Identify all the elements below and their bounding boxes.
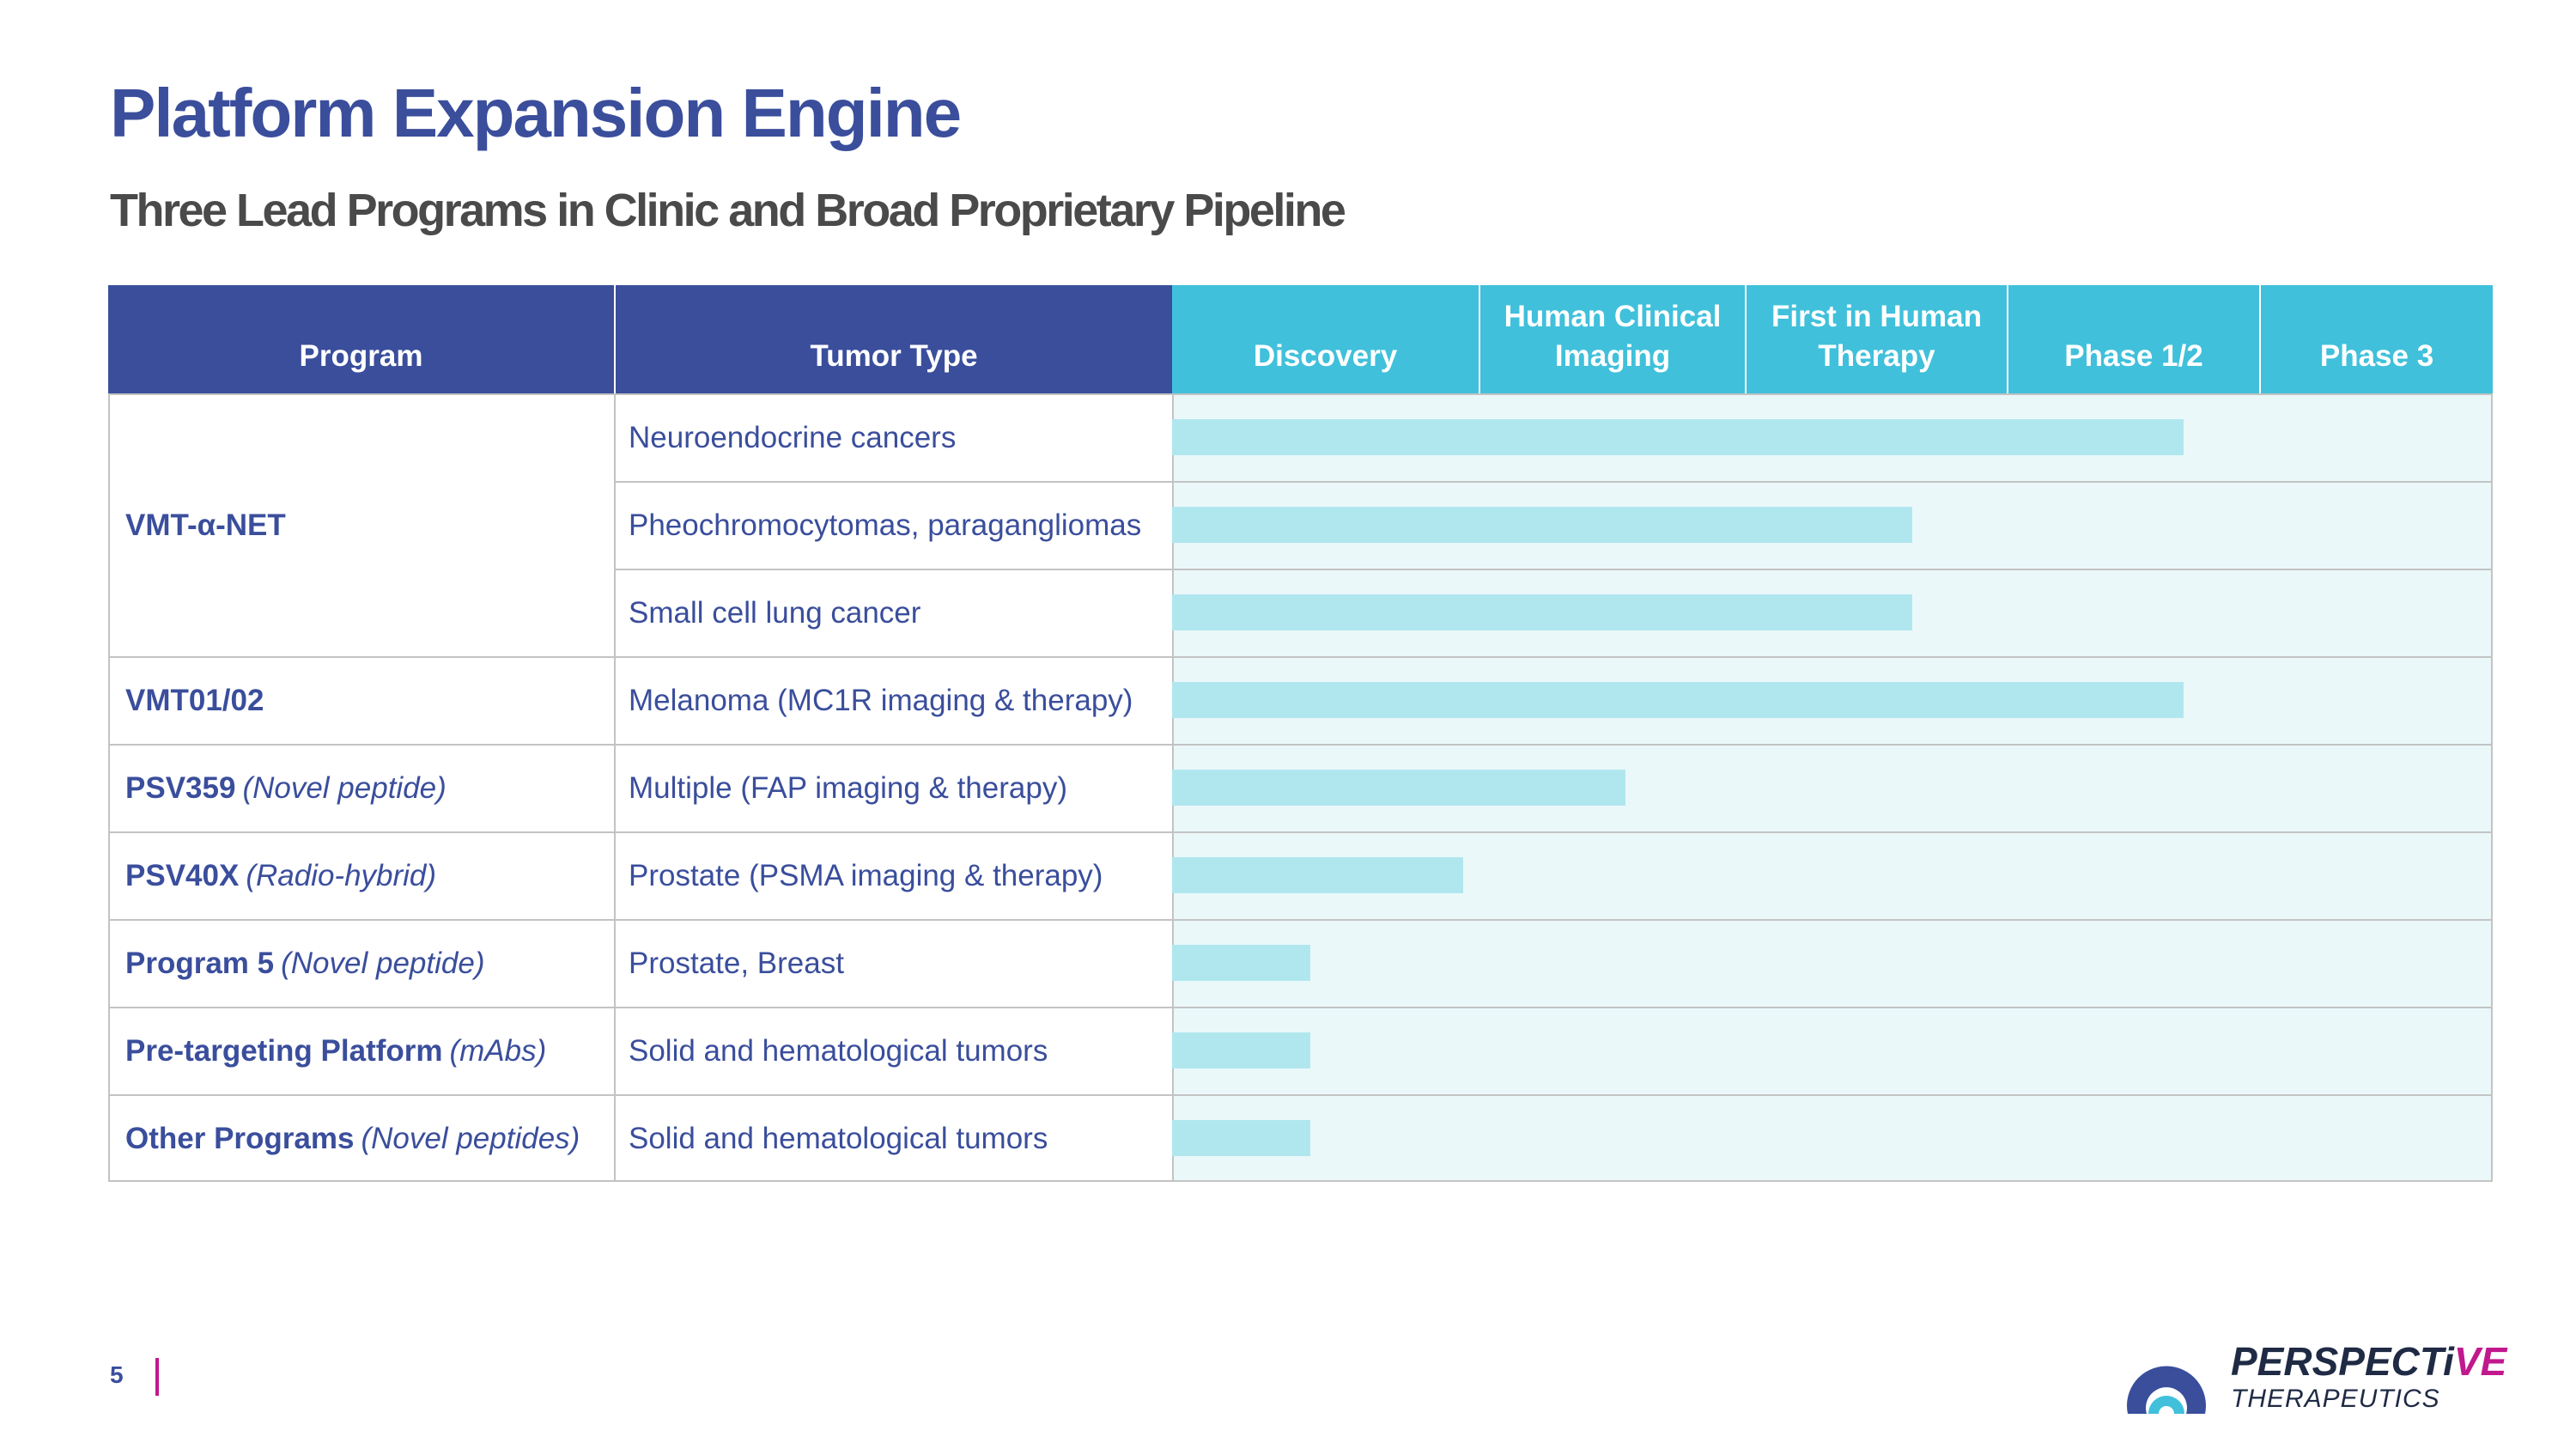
header-phase-human-clinical-imaging: Human Clinical Imaging (1479, 285, 1745, 393)
tumor-cell: Pheochromocytomas, paragangliomas (629, 508, 1142, 542)
program-cell-vmt-alpha-net: VMT-α-NET (125, 508, 286, 542)
header-phase-discovery: Discovery (1172, 285, 1479, 393)
pipeline-body: VMT-α-NET VMT01/02 PSV359 (Novel peptide)… (108, 393, 2493, 1182)
header-phase-3: Phase 3 (2259, 285, 2493, 393)
row-divider (110, 1007, 2491, 1008)
row-divider (110, 744, 2491, 746)
header-phase-first-in-human: First in Human Therapy (1745, 285, 2007, 393)
header-phase-1-2: Phase 1/2 (2007, 285, 2259, 393)
row-divider (614, 481, 2491, 483)
logo-wordmark: PERSPECTiVE (2231, 1339, 2507, 1384)
company-logo: PERSPECTiVE THERAPEUTICS (2119, 1335, 2514, 1421)
program-cell-other-programs: Other Programs (Novel peptides) (125, 1122, 580, 1155)
progress-bar (1172, 1032, 1310, 1068)
row-divider (110, 919, 2491, 921)
logo-mark-icon (2127, 1366, 2206, 1414)
page-number: 5 (110, 1361, 124, 1388)
slide-subtitle: Three Lead Programs in Clinic and Broad … (110, 185, 1346, 236)
logo-subtitle: THERAPEUTICS (2231, 1385, 2440, 1413)
progress-bar (1172, 857, 1464, 893)
row-divider (110, 656, 2491, 658)
program-cell-program-5: Program 5 (Novel peptide) (125, 947, 485, 980)
row-divider (614, 569, 2491, 570)
progress-bar (1172, 507, 1913, 543)
header-tumor-type: Tumor Type (614, 285, 1172, 393)
tumor-cell: Small cell lung cancer (629, 596, 921, 630)
progress-bar (1172, 945, 1310, 981)
progress-bar (1172, 770, 1625, 806)
row-divider (110, 831, 2491, 833)
row-divider (110, 1094, 2491, 1096)
progress-bar (1172, 1120, 1310, 1156)
program-cell-psv359: PSV359 (Novel peptide) (125, 771, 447, 805)
footer-divider (155, 1358, 159, 1396)
program-cell-pre-targeting-platform: Pre-targeting Platform (mAbs) (125, 1034, 547, 1068)
program-cell-psv40x: PSV40X (Radio-hybrid) (125, 859, 437, 892)
progress-bar (1172, 419, 2184, 455)
tumor-cell: Multiple (FAP imaging & therapy) (629, 771, 1067, 805)
tumor-cell: Solid and hematological tumors (629, 1122, 1048, 1155)
tumor-cell: Melanoma (MC1R imaging & therapy) (629, 684, 1133, 717)
header-program: Program (108, 285, 614, 393)
program-cell-vmt01-02: VMT01/02 (125, 684, 264, 717)
tumor-cell: Solid and hematological tumors (629, 1034, 1048, 1068)
column-divider (614, 395, 616, 1180)
tumor-cell: Prostate, Breast (629, 947, 844, 980)
progress-bar (1172, 682, 2184, 718)
progress-bar (1172, 594, 1913, 630)
tumor-cell: Prostate (PSMA imaging & therapy) (629, 859, 1103, 892)
slide-title: Platform Expansion Engine (110, 75, 962, 151)
pipeline-table: Program Tumor Type Discovery Human Clini… (108, 285, 2493, 1182)
tumor-cell: Neuroendocrine cancers (629, 421, 957, 454)
